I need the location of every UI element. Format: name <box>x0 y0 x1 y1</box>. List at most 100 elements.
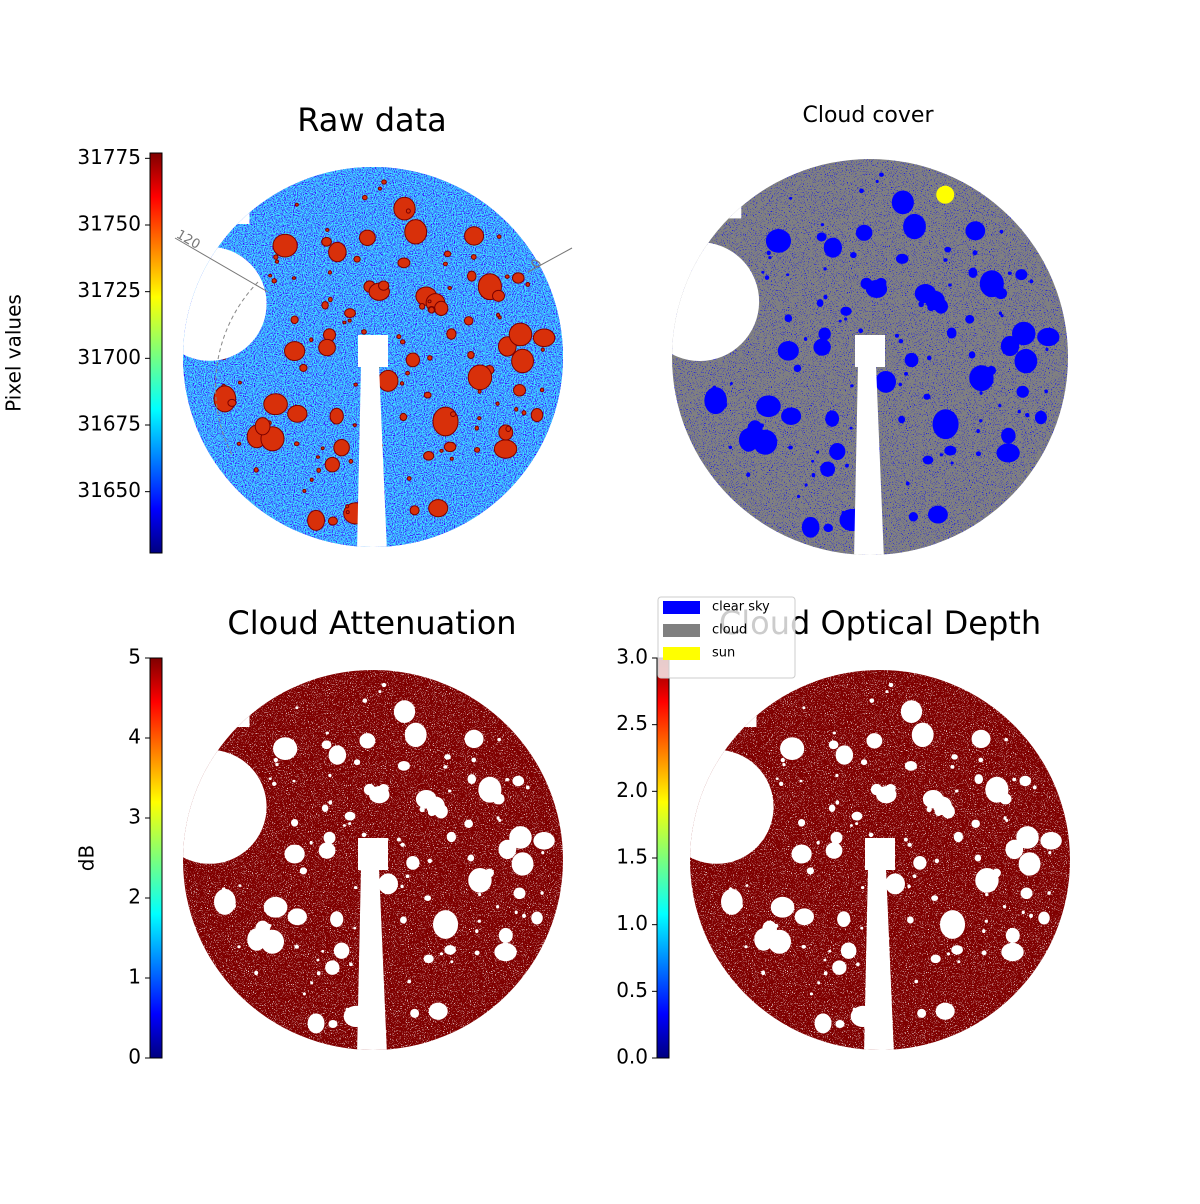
blob <box>1005 818 1009 823</box>
blob <box>330 911 344 928</box>
blob <box>1045 347 1049 352</box>
blob <box>950 461 954 465</box>
blob <box>407 979 412 984</box>
blob <box>378 873 398 895</box>
mask-notch <box>183 246 267 361</box>
blob <box>321 300 329 310</box>
blob <box>477 919 481 923</box>
colorbar-tick-label: 5 <box>128 645 141 669</box>
blob <box>299 363 308 372</box>
blob <box>434 804 448 819</box>
blob <box>540 347 545 352</box>
blob <box>918 301 924 308</box>
blob <box>976 429 980 434</box>
blob <box>345 510 350 515</box>
blob <box>377 369 399 392</box>
mask-block <box>865 838 895 870</box>
blob <box>268 273 273 278</box>
blob <box>927 505 948 524</box>
blob <box>511 852 534 876</box>
sky-image <box>183 167 563 547</box>
panel-title: Cloud Attenuation <box>227 604 516 642</box>
blob <box>904 371 909 376</box>
blob <box>802 706 806 710</box>
blob <box>1007 271 1012 276</box>
blob <box>998 403 1002 408</box>
blob <box>853 1013 857 1017</box>
mask-block <box>358 335 388 367</box>
blob <box>492 289 506 302</box>
blob <box>287 404 308 423</box>
blob <box>1048 851 1052 855</box>
blob <box>427 858 433 864</box>
blob <box>509 826 532 849</box>
blob <box>1003 816 1007 820</box>
blob <box>926 355 932 361</box>
blob <box>903 213 926 240</box>
blob <box>840 942 857 959</box>
blob <box>294 944 300 949</box>
blob <box>495 401 500 406</box>
colorbar-tick-label: 0.5 <box>616 978 648 1002</box>
blob <box>974 854 982 862</box>
blob <box>979 419 983 423</box>
blob <box>885 784 896 794</box>
blob <box>721 888 743 915</box>
grid-spoke <box>174 237 269 293</box>
blob <box>981 950 987 956</box>
blob <box>718 401 728 409</box>
blob <box>468 867 492 893</box>
blob <box>432 910 459 939</box>
blob <box>505 777 510 782</box>
blob <box>321 949 325 953</box>
blob <box>393 700 416 723</box>
blob <box>342 320 347 325</box>
blob <box>811 459 815 463</box>
blob <box>397 760 410 771</box>
blob <box>828 740 839 750</box>
blob <box>761 270 765 274</box>
blob <box>512 775 525 787</box>
blob <box>525 282 531 287</box>
blob <box>449 456 454 461</box>
blob <box>514 406 519 412</box>
blob <box>968 267 978 278</box>
blob <box>820 461 836 477</box>
panel-title: Raw data <box>297 101 447 139</box>
blob <box>428 1002 448 1020</box>
blob <box>400 916 407 924</box>
blob <box>1047 891 1051 895</box>
blob <box>321 236 332 247</box>
blob <box>957 914 963 920</box>
blob <box>814 1013 832 1034</box>
blob <box>307 1013 325 1034</box>
blob <box>950 765 955 769</box>
blob <box>766 250 771 256</box>
blob <box>287 908 307 926</box>
blob <box>467 854 475 862</box>
blob <box>263 896 288 918</box>
blob <box>823 958 827 962</box>
blob <box>1025 412 1030 418</box>
blob <box>496 816 500 820</box>
blob <box>999 229 1004 234</box>
blob <box>325 960 340 975</box>
blob <box>801 516 820 538</box>
blob <box>1021 910 1025 915</box>
blob <box>309 840 313 845</box>
blob <box>898 382 903 387</box>
blob <box>1032 785 1037 790</box>
blob <box>816 450 820 454</box>
mask-corner <box>183 670 250 727</box>
colorbar-tick-label: 2 <box>128 885 141 909</box>
colorbar-tick-label: 31675 <box>77 412 141 436</box>
mask-arm <box>357 365 387 547</box>
blob <box>328 773 332 778</box>
blob <box>464 226 485 246</box>
blob <box>784 314 793 323</box>
blob <box>254 970 259 976</box>
blob <box>950 414 957 419</box>
blob <box>353 382 358 387</box>
blob <box>969 365 994 392</box>
blob <box>823 971 828 976</box>
